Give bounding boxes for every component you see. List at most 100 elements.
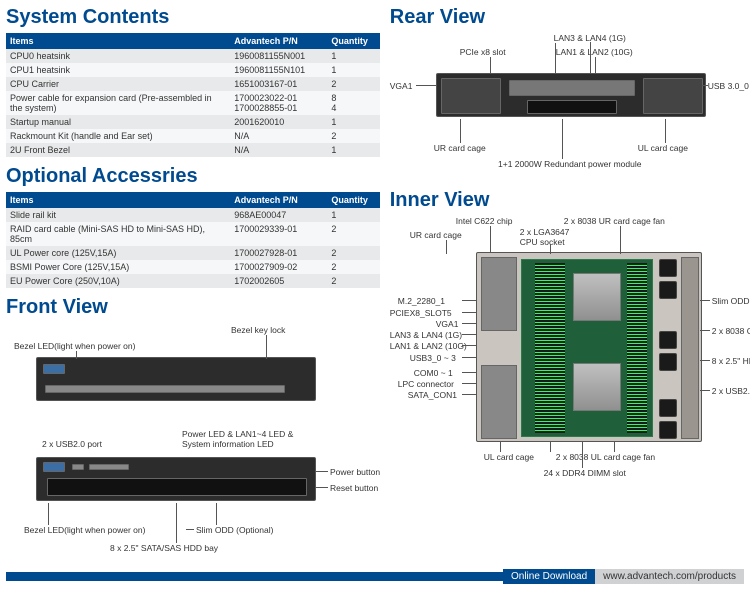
- cell-item: Slide rail kit: [6, 208, 230, 222]
- label-bezel-led-2: Bezel LED(light when power on): [24, 525, 145, 535]
- cell-item: CPU1 heatsink: [6, 63, 230, 77]
- label-slim-odd-inner: Slim ODD (O: [712, 296, 750, 306]
- label-usb2-inner: 2 x USB2.0 p: [712, 386, 750, 396]
- cell-item: Rackmount Kit (handle and Ear set): [6, 129, 230, 143]
- cell-pn: 1651003167-01: [230, 77, 327, 91]
- label-ul-cage: UL card cage: [638, 143, 688, 153]
- cell-item: CPU0 heatsink: [6, 49, 230, 63]
- label-lan12: LAN1 & LAN2 (10G): [556, 47, 633, 57]
- label-usb2: 2 x USB2.0 port: [42, 439, 102, 449]
- label-ur-fan: 2 x 8038 UR card cage fan: [564, 216, 665, 226]
- label-ur-cage: UR card cage: [434, 143, 486, 153]
- cell-qty: 1: [327, 208, 379, 222]
- label-cpu-fan: 2 x 8038 CPU: [712, 326, 750, 336]
- cell-pn: 1700027928-01: [230, 246, 327, 260]
- label-c622: Intel C622 chip: [456, 216, 513, 226]
- cell-pn: 1960081155N001: [230, 49, 327, 63]
- label-usb3: USB 3.0_0 ~: [708, 81, 750, 91]
- cell-qty: 2: [327, 246, 379, 260]
- label-lan12-inner: LAN1 & LAN2 (10G): [390, 341, 467, 351]
- label-bezel-led: Bezel LED(light when power on): [14, 341, 135, 351]
- footer-download: Online Download: [503, 569, 595, 584]
- table-row: Power cable for expansion card (Pre-asse…: [6, 91, 380, 115]
- cell-item: RAID card cable (Mini-SAS HD to Mini-SAS…: [6, 222, 230, 246]
- label-usb3-inner: USB3_0 ~ 3: [410, 353, 456, 363]
- label-cpu-socket: 2 x LGA3647 CPU socket: [520, 227, 570, 247]
- label-pcie: PCIe x8 slot: [460, 47, 506, 57]
- cell-pn: 1700029339-01: [230, 222, 327, 246]
- table-row: Slide rail kit968AE000471: [6, 208, 380, 222]
- section-title-inner-view: Inner View: [390, 189, 744, 212]
- label-ul-cage-inner: UL card cage: [484, 452, 534, 462]
- section-title-front-view: Front View: [6, 296, 380, 319]
- cell-item: UL Power core (125V,15A): [6, 246, 230, 260]
- cell-qty: 2: [327, 260, 379, 274]
- footer: Online Download www.advantech.com/produc…: [6, 567, 744, 585]
- label-dimm: 24 x DDR4 DIMM slot: [500, 468, 670, 478]
- label-power-button: Power button: [330, 467, 380, 477]
- front-bezel: [36, 357, 316, 401]
- cell-item: 2U Front Bezel: [6, 143, 230, 157]
- cell-pn: 2001620010: [230, 115, 327, 129]
- cell-pn: 968AE00047: [230, 208, 327, 222]
- cell-pn: 1700023022-01 1700028855-01: [230, 91, 327, 115]
- label-hdd-bay: 8 x 2.5" SATA/SAS HDD bay: [110, 543, 218, 553]
- table-row: Startup manual20016200101: [6, 115, 380, 129]
- cell-qty: 2: [327, 222, 379, 246]
- optional-accessories-table: Items Advantech P/N Quantity Slide rail …: [6, 192, 380, 288]
- cell-qty: 1: [327, 143, 379, 157]
- footer-url: www.advantech.com/products: [595, 569, 744, 584]
- cell-pn: N/A: [230, 129, 327, 143]
- table-row: UL Power core (125V,15A)1700027928-012: [6, 246, 380, 260]
- table-row: 2U Front BezelN/A1: [6, 143, 380, 157]
- cell-qty: 2: [327, 274, 379, 288]
- label-ul-fan: 2 x 8038 UL card cage fan: [556, 452, 655, 462]
- label-m2: M.2_2280_1: [398, 296, 445, 306]
- section-title-rear-view: Rear View: [390, 6, 744, 29]
- rear-view-diagram: LAN3 & LAN4 (1G) PCIe x8 slot LAN1 & LAN…: [390, 33, 744, 179]
- th-pn: Advantech P/N: [230, 192, 327, 208]
- front-view-diagram: Bezel LED(light when power on) Bezel key…: [6, 323, 380, 553]
- inner-chassis: [476, 252, 702, 442]
- label-bezel-key-lock: Bezel key lock: [231, 325, 285, 335]
- table-row: Rackmount Kit (handle and Ear set)N/A2: [6, 129, 380, 143]
- cell-item: Startup manual: [6, 115, 230, 129]
- cell-pn: 1700027909-02: [230, 260, 327, 274]
- label-reset-button: Reset button: [330, 483, 378, 493]
- cell-qty: 1: [327, 115, 379, 129]
- cell-qty: 2: [327, 77, 379, 91]
- label-hdd-inner: 8 x 2.5" HDD: [712, 356, 750, 366]
- label-lpc: LPC connector: [398, 379, 454, 389]
- cell-qty: 1: [327, 49, 379, 63]
- cell-item: BSMI Power Core (125V,15A): [6, 260, 230, 274]
- cell-qty: 2: [327, 129, 379, 143]
- label-sata: SATA_CON1: [408, 390, 457, 400]
- cell-item: Power cable for expansion card (Pre-asse…: [6, 91, 230, 115]
- front-panel: [36, 457, 316, 501]
- label-power-led: Power LED & LAN1~4 LED & System informat…: [182, 429, 293, 449]
- th-pn: Advantech P/N: [230, 33, 327, 49]
- cell-pn: 1960081155N101: [230, 63, 327, 77]
- table-row: CPU0 heatsink1960081155N0011: [6, 49, 380, 63]
- label-ur-cage: UR card cage: [410, 230, 462, 240]
- cell-item: CPU Carrier: [6, 77, 230, 91]
- label-vga1-inner: VGA1: [436, 319, 459, 329]
- cell-qty: 1: [327, 63, 379, 77]
- section-title-optional-accessories: Optional Accessries: [6, 165, 380, 188]
- th-qty: Quantity: [327, 33, 379, 49]
- th-qty: Quantity: [327, 192, 379, 208]
- label-vga1: VGA1: [390, 81, 413, 91]
- label-lan34-inner: LAN3 & LAN4 (1G): [390, 330, 462, 340]
- cell-item: EU Power Core (250V,10A): [6, 274, 230, 288]
- th-items: Items: [6, 192, 230, 208]
- cell-pn: 1702002605: [230, 274, 327, 288]
- cell-pn: N/A: [230, 143, 327, 157]
- system-contents-table: Items Advantech P/N Quantity CPU0 heatsi…: [6, 33, 380, 157]
- label-pciex8: PCIEX8_SLOT5: [390, 308, 452, 318]
- table-row: CPU1 heatsink1960081155N1011: [6, 63, 380, 77]
- section-title-system-contents: System Contents: [6, 6, 380, 29]
- label-com: COM0 ~ 1: [414, 368, 453, 378]
- label-psu: 1+1 2000W Redundant power module: [460, 159, 680, 169]
- table-row: EU Power Core (250V,10A)17020026052: [6, 274, 380, 288]
- rear-chassis: [436, 73, 706, 117]
